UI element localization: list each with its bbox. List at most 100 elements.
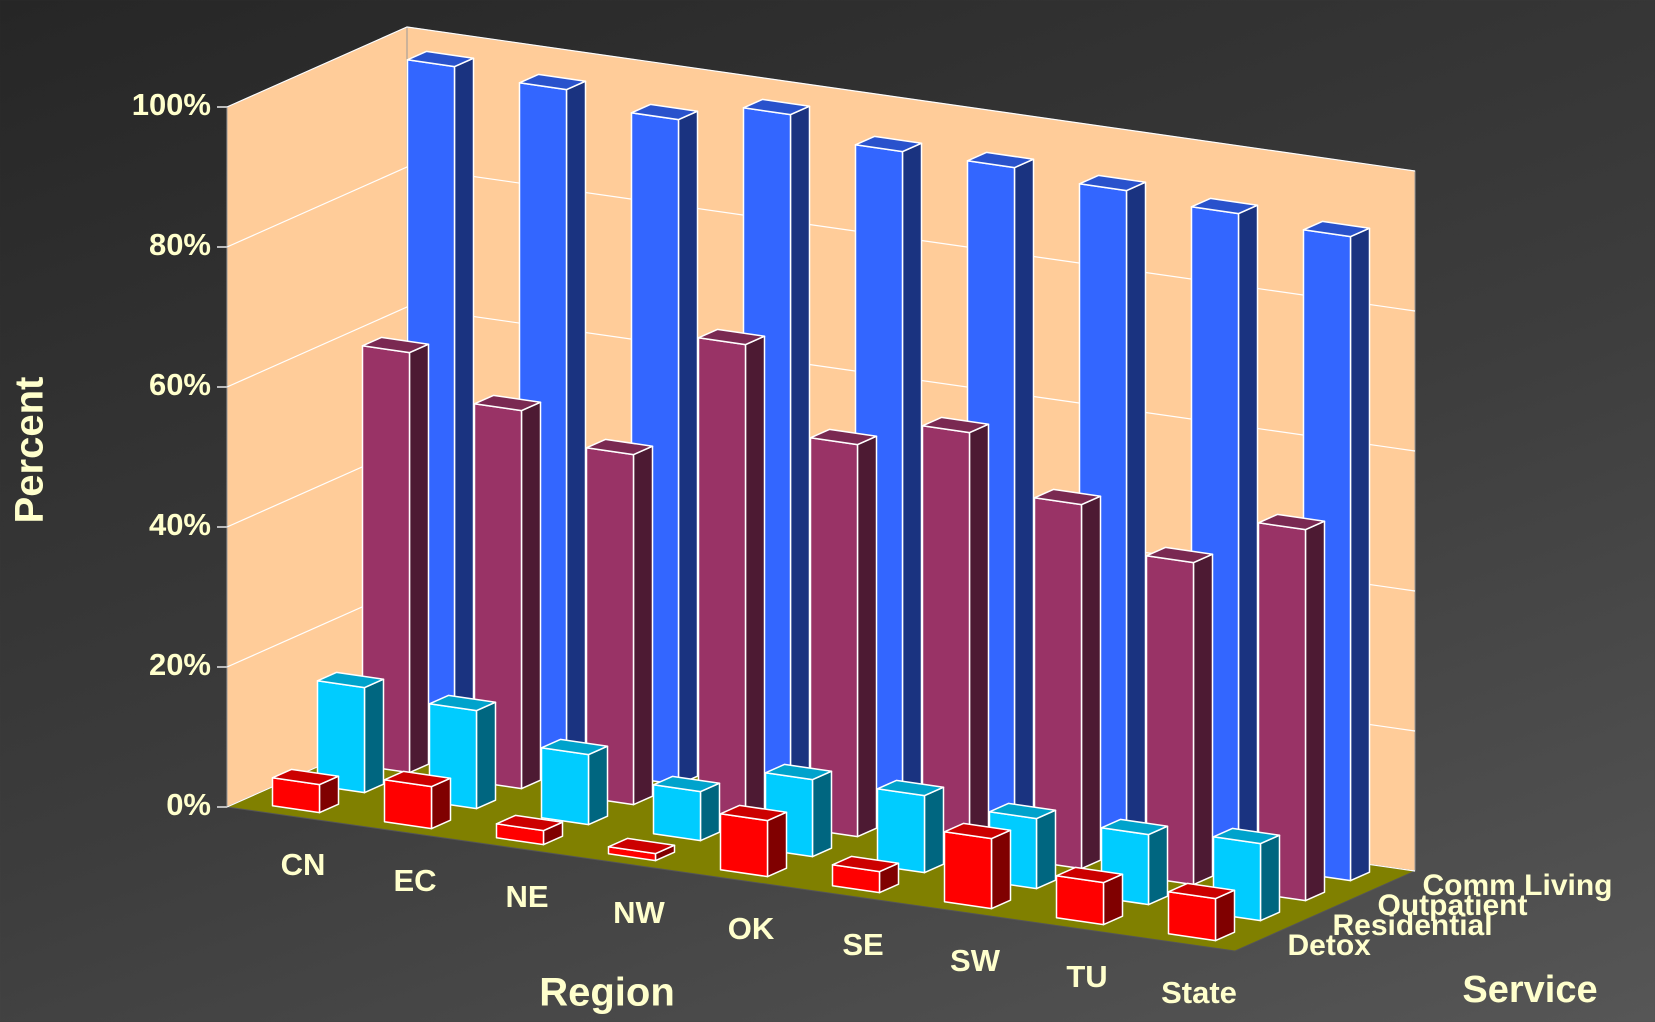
bar-top <box>719 804 788 822</box>
bar-front <box>876 788 926 874</box>
bar-top <box>921 416 990 434</box>
bar-top <box>473 394 542 412</box>
bar <box>1257 513 1326 902</box>
bar-top <box>943 822 1012 840</box>
bar-top <box>1257 513 1326 531</box>
bar-top <box>607 837 676 855</box>
x-tick-label: SE <box>842 927 883 962</box>
bar <box>719 804 788 878</box>
bar-side <box>789 105 811 802</box>
bar <box>831 855 900 894</box>
bar-side <box>587 745 609 826</box>
bar-side <box>766 811 788 878</box>
bar-top <box>540 738 609 756</box>
bar-top <box>876 779 945 797</box>
bar-front <box>697 337 747 822</box>
bar-top <box>383 770 452 788</box>
y-axis-title: Percent <box>8 377 52 524</box>
bar-side <box>1259 834 1281 922</box>
bar-top <box>1190 197 1259 215</box>
bar-side <box>408 343 430 774</box>
bar-top <box>406 50 475 68</box>
series-label: Residential <box>1333 909 1493 942</box>
bar-top <box>316 671 385 689</box>
bar-top <box>697 328 766 346</box>
series-label: Comm Living <box>1423 869 1613 902</box>
bar-top <box>764 763 833 781</box>
bar-side <box>1349 227 1371 882</box>
bar-side <box>363 678 385 794</box>
bar <box>540 738 609 826</box>
bar-top <box>428 694 497 712</box>
bar-top <box>1212 827 1281 845</box>
bar-top <box>361 336 430 354</box>
bar-top <box>652 775 721 793</box>
bar-top <box>1033 488 1102 506</box>
x-tick-label: OK <box>728 911 775 946</box>
bar-side <box>1013 158 1035 834</box>
bar-side <box>1237 204 1259 866</box>
bar <box>383 770 452 830</box>
bar-side <box>1125 181 1147 850</box>
bar <box>473 394 542 790</box>
bar <box>495 814 564 846</box>
bar-front <box>719 813 769 878</box>
bar-side <box>811 770 833 858</box>
bar <box>943 822 1012 910</box>
y-tick-label: 80% <box>149 227 211 262</box>
bar-side <box>1035 809 1057 890</box>
bar <box>876 779 945 874</box>
bar <box>1167 882 1236 942</box>
bar-front <box>943 831 993 910</box>
bar-side <box>1192 553 1214 886</box>
y-tick-label: 0% <box>166 787 211 822</box>
bar <box>1055 866 1124 926</box>
bar <box>764 763 833 858</box>
y-tick-label: 40% <box>149 507 211 542</box>
bar-top <box>1055 866 1124 884</box>
bar-side <box>990 829 1012 910</box>
bar <box>585 438 654 806</box>
bar-front <box>652 784 702 842</box>
bar-front <box>1055 875 1105 926</box>
bar-top <box>1145 546 1214 564</box>
bar <box>361 336 430 774</box>
x-axis-title: Region <box>539 971 675 1015</box>
grid-line <box>226 26 1416 172</box>
bar <box>1033 488 1102 870</box>
bar-top <box>831 855 900 873</box>
series-label: Outpatient <box>1378 889 1528 922</box>
bar-top <box>585 438 654 456</box>
bar-side <box>453 57 475 754</box>
bar-side <box>677 110 699 786</box>
x-tick-label: TU <box>1066 959 1107 994</box>
bar-side <box>1080 495 1102 870</box>
bar-top <box>630 103 699 121</box>
bar <box>1145 546 1214 886</box>
y-tick-label: 60% <box>149 367 211 402</box>
bar-top <box>495 814 564 832</box>
x-tick-label: NW <box>613 895 665 930</box>
bar-top <box>1302 220 1371 238</box>
bar <box>607 837 676 862</box>
bar-top <box>854 135 923 153</box>
bar-front <box>540 747 590 826</box>
bar-top <box>966 151 1035 169</box>
bar-top <box>1100 818 1169 836</box>
bar <box>271 768 340 814</box>
bar <box>921 416 990 854</box>
bar-top <box>1078 174 1147 192</box>
x-tick-label: EC <box>393 863 436 898</box>
bar-side <box>901 142 923 818</box>
z-axis-title: Service <box>1462 969 1597 1011</box>
bar <box>428 694 497 810</box>
bar-top <box>271 768 340 786</box>
bar-side <box>744 335 766 822</box>
bar-top <box>988 802 1057 820</box>
series-label: Detox <box>1288 929 1372 962</box>
bar-side <box>699 782 721 842</box>
y-tick-label: 100% <box>132 87 211 122</box>
bar-side <box>475 701 497 810</box>
